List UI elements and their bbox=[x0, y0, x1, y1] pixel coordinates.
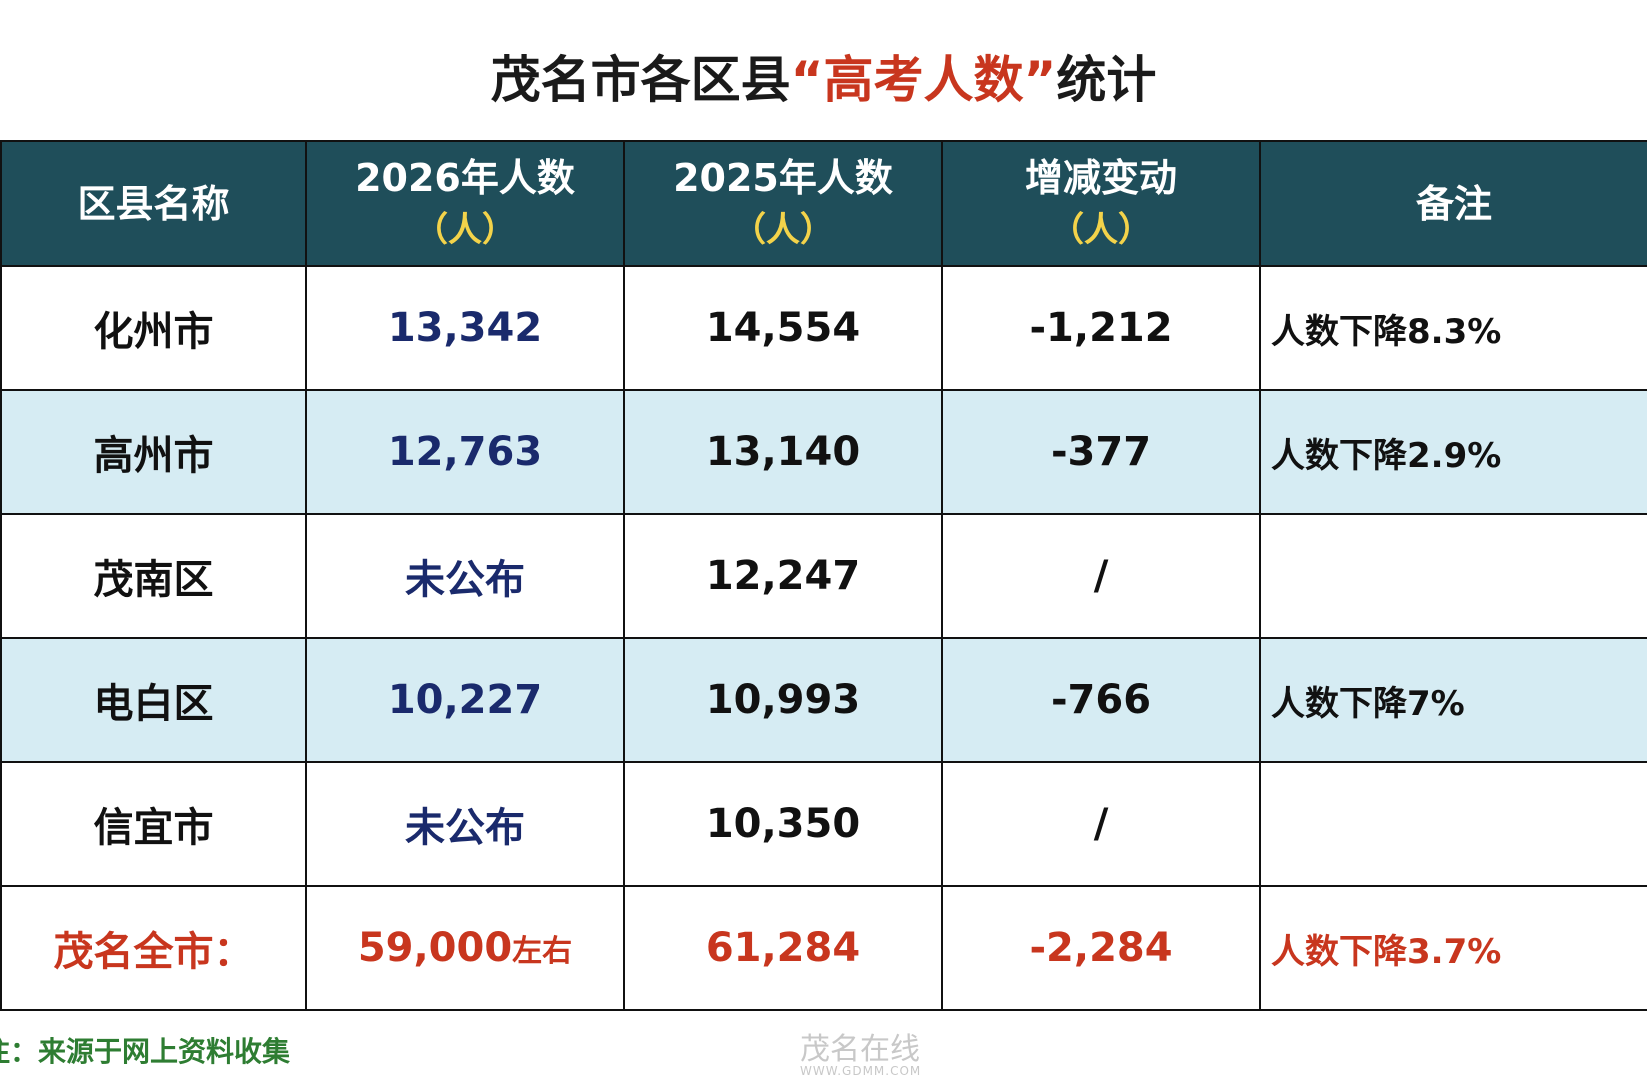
table-cell: 59,000左右 bbox=[305, 885, 625, 1011]
table-cell bbox=[1259, 513, 1647, 639]
header-cell: 增减变动 （人） bbox=[941, 140, 1261, 267]
header-label: 备注 bbox=[1415, 181, 1492, 226]
header-unit: （人） bbox=[732, 209, 834, 250]
table-row: 信宜市 未公布 10,350/ bbox=[0, 761, 1647, 887]
table-cell: -766 bbox=[941, 637, 1261, 763]
header-label: 区县名称 bbox=[77, 181, 230, 226]
title-text: 茂名市各区县 bbox=[490, 51, 791, 109]
header-unit: （人） bbox=[1050, 209, 1152, 250]
table-cell: 14,554 bbox=[623, 265, 943, 391]
table-cell: 61,284 bbox=[623, 885, 943, 1011]
table-body: 化州市 13,342 14,554 -1,212 人数下降8.3% 高州市 12,763 13… bbox=[0, 265, 1647, 1011]
stats-table: 区县名称 2026年人数 （人） 2025年人数 （人） 增减变动 （人） 备注 化州市 13,… bbox=[0, 140, 1647, 1011]
header-label: 2025年人数 bbox=[673, 155, 893, 200]
total-value: 59,000 bbox=[357, 925, 513, 971]
table-row: 高州市 12,763 13,140 -377 人数下降2.9% bbox=[0, 389, 1647, 515]
table-cell: 10,993 bbox=[623, 637, 943, 763]
table-cell: 人数下降3.7% bbox=[1259, 885, 1647, 1011]
table-row: 电白区 10,227 10,993 -766 人数下降7% bbox=[0, 637, 1647, 763]
table-cell: 12,763 bbox=[305, 389, 625, 515]
footnote: 注：来源于网上资料收集 bbox=[0, 1035, 291, 1068]
title-highlight: “高考人数” bbox=[790, 51, 1057, 109]
header-cell: 2025年人数 （人） bbox=[623, 140, 943, 267]
header-cell: 区县名称 bbox=[0, 140, 307, 267]
table-cell: -1,212 bbox=[941, 265, 1261, 391]
table-cell: 茂南区 bbox=[0, 513, 307, 639]
title-text: 统计 bbox=[1056, 51, 1157, 109]
header-cell: 备注 bbox=[1259, 140, 1647, 267]
table-cell: 电白区 bbox=[0, 637, 307, 763]
table-cell: 10,227 bbox=[305, 637, 625, 763]
table-cell: 未公布 bbox=[305, 513, 625, 639]
table-cell: 13,342 bbox=[305, 265, 625, 391]
table-cell: 12,247 bbox=[623, 513, 943, 639]
table-row: 茂南区 未公布 12,247/ bbox=[0, 513, 1647, 639]
table-cell: 化州市 bbox=[0, 265, 307, 391]
header-cell: 2026年人数 （人） bbox=[305, 140, 625, 267]
header-row: 区县名称 2026年人数 （人） 2025年人数 （人） 增减变动 （人） 备注 bbox=[0, 140, 1647, 267]
table-cell: 人数下降8.3% bbox=[1259, 265, 1647, 391]
watermark-url: WWW.GDMM.COM bbox=[800, 1064, 922, 1078]
header-label: 增减变动 bbox=[1024, 155, 1177, 200]
table-cell: / bbox=[941, 761, 1261, 887]
title: 茂名市各区县“高考人数”统计 bbox=[0, 40, 1647, 112]
header-label: 2026年人数 bbox=[355, 155, 575, 200]
table-cell: / bbox=[941, 513, 1261, 639]
total-row: 茂名全市： 59,000左右 61,284 -2,284 人数下降3.7% bbox=[0, 885, 1647, 1011]
watermark-name: 茂名在线 bbox=[800, 1032, 920, 1067]
table-cell: 10,350 bbox=[623, 761, 943, 887]
table-cell: 未公布 bbox=[305, 761, 625, 887]
table-cell: 人数下降7% bbox=[1259, 637, 1647, 763]
table-cell: -377 bbox=[941, 389, 1261, 515]
table-cell: -2,284 bbox=[941, 885, 1261, 1011]
table-cell: 13,140 bbox=[623, 389, 943, 515]
header-unit: （人） bbox=[414, 209, 516, 250]
total-note: 左右 bbox=[512, 934, 573, 969]
watermark: 茂名在线 WWW.GDMM.COM bbox=[800, 1035, 922, 1079]
table-cell: 人数下降2.9% bbox=[1259, 389, 1647, 515]
table-cell: 高州市 bbox=[0, 389, 307, 515]
table-cell bbox=[1259, 761, 1647, 887]
table-cell: 信宜市 bbox=[0, 761, 307, 887]
table-row: 化州市 13,342 14,554 -1,212 人数下降8.3% bbox=[0, 265, 1647, 391]
table-cell: 茂名全市： bbox=[0, 885, 307, 1011]
